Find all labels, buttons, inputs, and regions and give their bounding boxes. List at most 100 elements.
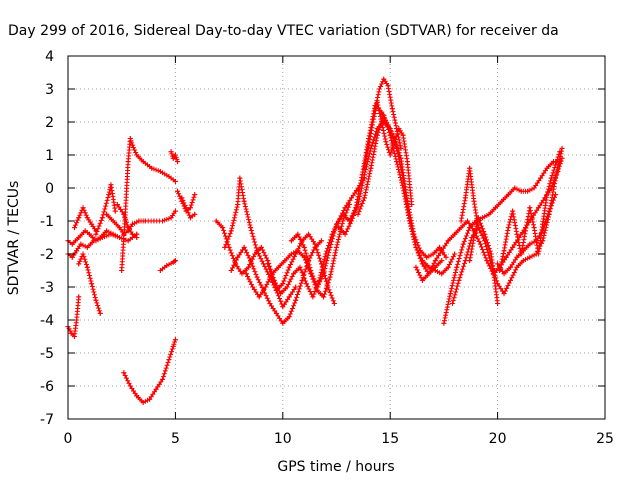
data-series — [121, 337, 178, 405]
data-point — [153, 386, 159, 392]
data-point — [293, 284, 299, 290]
data-point — [321, 271, 327, 277]
data-point — [460, 241, 466, 247]
data-point — [432, 268, 438, 273]
data-point — [510, 208, 516, 214]
data-point — [368, 165, 374, 171]
data-series — [497, 149, 563, 273]
x-axis-label: GPS time / hours — [277, 459, 394, 475]
y-tick-label: 4 — [45, 49, 54, 65]
data-point — [334, 221, 339, 227]
data-layer — [65, 76, 565, 405]
data-point — [129, 142, 135, 148]
data-point — [228, 228, 234, 234]
data-point — [462, 195, 468, 201]
data-point — [99, 215, 105, 221]
data-point — [553, 175, 559, 181]
data-point — [157, 169, 163, 174]
data-point — [514, 254, 520, 260]
data-point — [409, 202, 415, 207]
data-point — [514, 231, 520, 237]
data-point — [510, 244, 516, 250]
data-point — [250, 284, 256, 290]
data-point — [291, 271, 297, 277]
data-point — [76, 215, 82, 221]
data-point — [127, 136, 133, 141]
data-point — [286, 314, 292, 320]
data-point — [183, 205, 189, 211]
data-point — [465, 218, 471, 224]
data-point — [355, 202, 361, 207]
data-point — [527, 254, 533, 260]
data-point — [495, 301, 501, 306]
data-point — [553, 162, 559, 168]
data-point — [391, 139, 397, 145]
y-tick-label: -4 — [40, 313, 54, 329]
data-point — [501, 271, 507, 277]
data-point — [172, 152, 178, 158]
data-point — [125, 225, 131, 231]
data-point — [336, 225, 342, 231]
data-point — [525, 188, 531, 194]
data-point — [248, 258, 254, 264]
data-point — [349, 218, 355, 224]
data-point — [374, 132, 380, 138]
data-point — [437, 244, 443, 250]
data-point — [149, 165, 155, 171]
data-point — [553, 192, 559, 198]
data-point — [387, 132, 393, 138]
data-series — [355, 112, 458, 277]
data-point — [160, 218, 166, 224]
data-point — [213, 218, 219, 224]
data-point — [331, 301, 337, 306]
data-point — [439, 271, 445, 277]
data-point — [273, 310, 279, 316]
data-point — [89, 221, 95, 227]
data-series — [93, 182, 118, 237]
data-point — [398, 145, 404, 151]
data-point — [172, 208, 178, 214]
y-tick-label: -7 — [40, 412, 54, 428]
data-point — [235, 254, 241, 260]
data-point — [293, 251, 299, 257]
data-point — [192, 192, 198, 198]
data-point — [486, 211, 492, 217]
data-point — [501, 248, 507, 254]
data-point — [168, 149, 174, 155]
data-point — [114, 202, 120, 207]
data-point — [540, 228, 546, 234]
y-tick-label: -3 — [40, 280, 54, 296]
data-point — [220, 225, 226, 231]
data-point — [166, 173, 172, 179]
data-point — [71, 225, 77, 231]
data-point — [179, 195, 185, 201]
data-point — [276, 264, 282, 270]
data-point — [527, 205, 533, 211]
data-point — [86, 231, 92, 237]
data-point — [404, 159, 410, 165]
data-point — [535, 205, 541, 211]
data-point — [419, 258, 425, 264]
data-point — [471, 235, 477, 240]
data-point — [248, 225, 254, 231]
data-point — [68, 330, 74, 336]
data-point — [310, 294, 316, 300]
data-point — [413, 244, 419, 250]
data-point — [527, 241, 533, 247]
data-point — [381, 112, 387, 118]
plot-frame — [67, 55, 606, 420]
data-point — [78, 241, 84, 247]
data-point — [467, 225, 473, 231]
data-point — [535, 251, 541, 257]
data-point — [503, 254, 509, 260]
data-point — [142, 218, 148, 224]
data-point — [69, 241, 75, 247]
data-point — [121, 211, 127, 217]
data-point — [104, 211, 110, 217]
data-point — [396, 126, 402, 132]
data-point — [342, 231, 348, 237]
data-point — [84, 215, 90, 221]
data-point — [235, 202, 241, 207]
data-point — [245, 264, 251, 270]
